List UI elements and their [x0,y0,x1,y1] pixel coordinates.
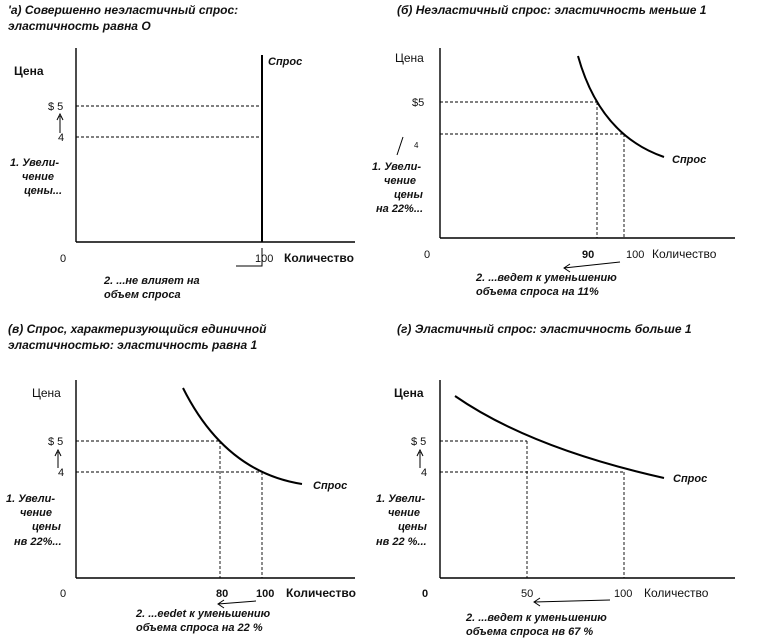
panel-b-origin: 0 [424,249,430,261]
panel-c-origin: 0 [60,588,66,600]
panel-d-title: (г) Эластичный спрос: эластичность больш… [397,322,692,336]
panel-b-quantity-note-1: 2. ...ведет к уменьшению [475,272,617,284]
panel-a-title-line2: эластичность равна О [8,19,151,33]
panel-a-price-note-3: цены... [24,185,62,197]
panel-a-tick-5: $ 5 [48,101,63,113]
panel-b-price-arrow [396,136,404,156]
panel-c-price-note-3: цены [32,521,61,533]
panel-c-price-note-2: чение [20,507,52,519]
panel-d-quantity-note-1: 2. ...ведет к уменьшению [465,612,607,624]
panel-c-tick-80: 80 [216,588,228,600]
panel-d-demand-curve [454,395,665,479]
panel-a-origin: 0 [60,253,66,265]
panel-a-price-note-1: 1. Увели- [10,157,59,169]
panel-c-title-line1: (в) Спрос, характеризующийся единичной [8,322,267,336]
panel-d-y-axis-label: Цена [394,386,424,400]
panel-d-price-note-3: цены [398,521,427,533]
panel-d-x-axis-label: Количество [644,586,709,600]
panel-d: (г) Эластичный спрос: эластичность больш… [376,322,735,638]
panel-c-y-axis-label: Цена [32,386,61,400]
panel-a-quantity-note-1: 2. ...не влияет на [103,275,200,287]
panel-a-y-axis-label: Цена [14,64,44,78]
panel-b-y-axis-label: Цена [395,51,424,65]
panel-a-quantity-pointer [236,248,263,267]
panel-c-quantity-note-1: 2. ...eedet к уменьшению [135,608,271,620]
panel-a-title-line1: 'а) Совершенно неэластичный спрос: [8,3,238,17]
panel-c-quantity-arrow [217,599,257,609]
panel-c-price-note-1: 1. Увели- [6,493,55,505]
panel-b: (б) Неэластичный спрос: эластичность мен… [372,3,735,298]
panel-a-tick-100: 100 [255,253,273,265]
panel-c-demand-label: Спрос [313,480,347,492]
panel-c-price-note-4: нв 22%... [14,536,62,548]
panel-a-x-axis-label: Количество [284,251,354,265]
panel-b-price-note-2: чение [384,175,416,187]
panel-b-tick-5: $5 [412,97,424,109]
panel-d-tick-4: 4 [421,467,427,479]
panel-c-demand-curve [182,387,303,485]
panel-a-quantity-note-2: объем спроса [104,289,181,301]
panel-c-tick-5: $ 5 [48,436,63,448]
panel-b-demand-label: Спрос [672,154,706,166]
panel-b-demand-curve [577,55,665,158]
panel-b-tick-90: 90 [582,249,594,261]
panel-d-tick-50: 50 [521,588,533,600]
panel-a-price-note-2: чение [22,171,54,183]
panel-a-price-arrow [56,112,64,133]
panel-b-quantity-note-2: объема спроса на 11% [476,286,599,298]
panel-d-price-note-4: нв 22 %... [376,536,427,548]
panel-c-title-line2: эластичностью: эластичность равна 1 [8,338,258,352]
panel-d-demand-label: Спрос [673,473,707,485]
panel-a-tick-4: 4 [58,132,64,144]
panel-b-x-axis-label: Количество [652,247,717,261]
panel-c-quantity-note-2: объема спроса на 22 % [136,622,263,634]
panel-b-price-note-3: цены [394,189,423,201]
panel-d-quantity-arrow [533,597,611,607]
panel-b-tick-4: 4 [414,141,419,150]
panel-d-quantity-note-2: объема спроса нв 67 % [466,626,593,638]
panel-c: (в) Спрос, характеризующийся единичной э… [6,322,356,634]
panel-b-title: (б) Неэластичный спрос: эластичность мен… [397,3,707,17]
panel-a-demand-label: Спрос [268,56,302,68]
panel-d-price-note-2: чение [388,507,420,519]
panel-b-quantity-arrow [563,261,621,273]
panel-d-origin: 0 [422,588,428,600]
panel-c-tick-4: 4 [58,467,64,479]
panel-b-price-note-1: 1. Увели- [372,161,421,173]
panel-c-price-arrow [54,448,62,468]
panel-d-price-arrow [416,448,424,468]
panel-d-tick-100: 100 [614,588,632,600]
panel-b-price-note-4: на 22%... [376,203,423,215]
panel-a: 'а) Совершенно неэластичный спрос: эласт… [8,3,355,301]
panel-d-tick-5: $ 5 [411,436,426,448]
panel-c-tick-100: 100 [256,588,274,600]
panel-d-price-note-1: 1. Увели- [376,493,425,505]
panel-c-x-axis-label: Количество [286,586,356,600]
panel-b-tick-100: 100 [626,249,644,261]
